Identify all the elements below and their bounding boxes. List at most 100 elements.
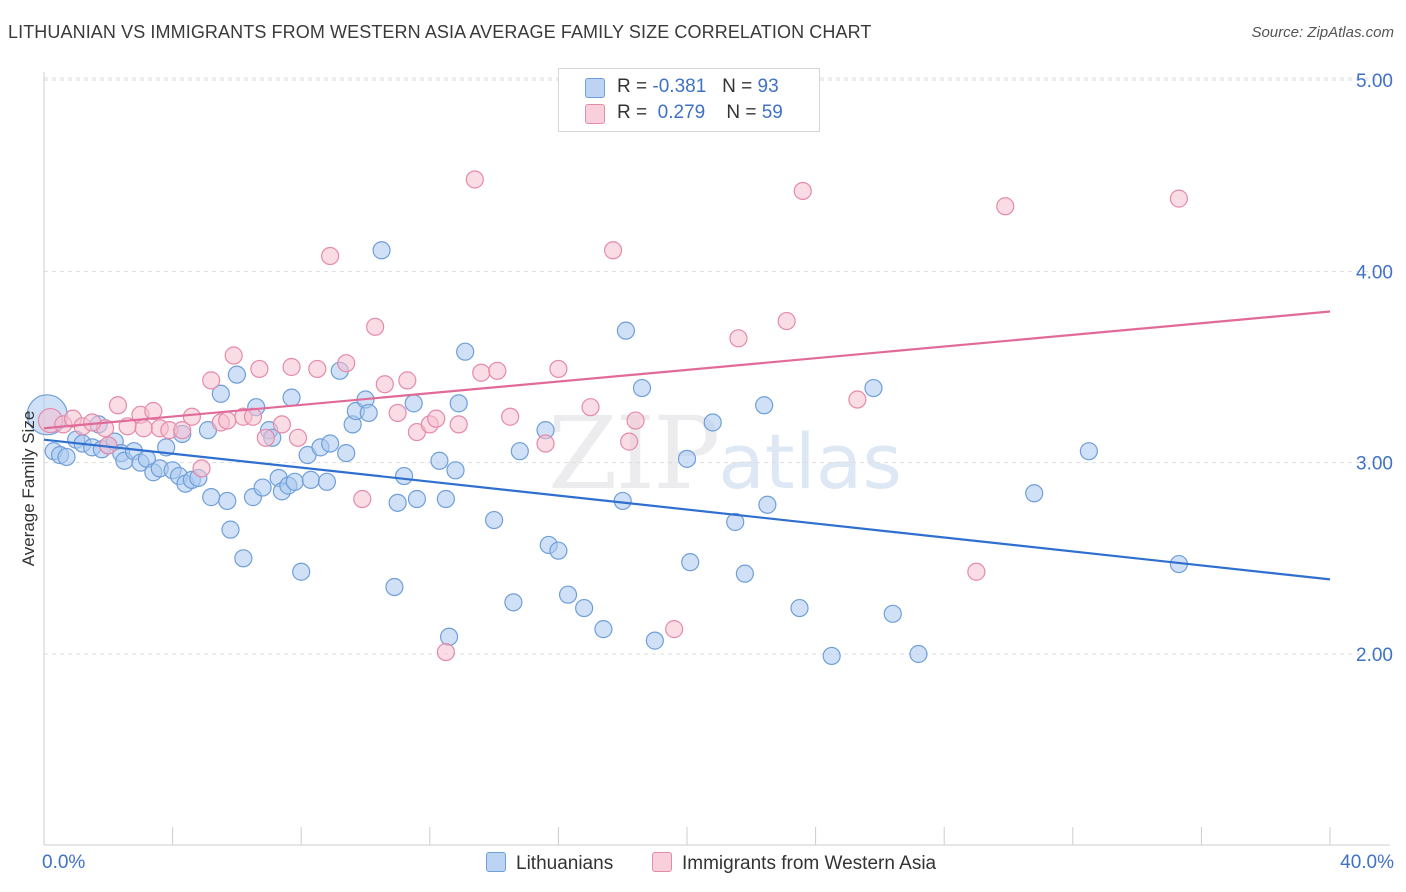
tick-labels: 2.00 3.00 4.00 5.00 0.0% 40.0% Average Family … [19, 71, 1394, 873]
point-lithuanian [758, 495, 777, 514]
point-western-asia [603, 241, 623, 260]
series-lithuanians [26, 241, 1188, 666]
point-lithuanian [456, 342, 475, 361]
point-lithuanian [883, 604, 902, 623]
point-western-asia [488, 361, 507, 380]
point-western-asia [388, 403, 407, 423]
point-western-asia [549, 359, 568, 379]
point-western-asia [108, 396, 128, 415]
legend-text: R = -0.381 N = 93 [617, 76, 779, 97]
point-western-asia [793, 181, 812, 201]
point-western-asia [501, 407, 520, 426]
point-lithuanian [1025, 484, 1044, 503]
x-tick-label: 0.0% [42, 852, 85, 873]
point-western-asia [366, 317, 385, 336]
point-lithuanian [485, 510, 504, 530]
point-western-asia [436, 642, 455, 662]
correlation-legend: R = -0.381 N = 93 R = 0.279 N = 59 [558, 68, 820, 132]
point-western-asia [256, 428, 275, 447]
point-lithuanian [575, 598, 594, 618]
point-western-asia [218, 411, 237, 430]
bottom-legend-label: Immigrants from Western Asia [682, 853, 937, 874]
point-lithuanian [677, 449, 697, 468]
point-lithuanian [317, 472, 337, 491]
point-lithuanian [321, 434, 340, 453]
point-western-asia [626, 411, 645, 430]
legend-n-value: 93 [757, 76, 779, 97]
point-lithuanian [404, 394, 423, 413]
point-lithuanian [285, 472, 304, 491]
point-lithuanian [449, 394, 468, 413]
trendline-lithuanians [43, 438, 1331, 581]
point-western-asia [134, 419, 153, 438]
point-lithuanian [864, 378, 883, 398]
bottom-legend-label: Lithuanians [516, 853, 614, 874]
point-lithuanian [681, 553, 700, 572]
y-tick-label: 3.00 [1356, 454, 1393, 475]
point-western-asia [581, 398, 600, 417]
point-lithuanian [430, 451, 449, 470]
legend-text: R = 0.279 N = 59 [617, 102, 783, 123]
point-lithuanian [372, 241, 391, 260]
point-western-asia [144, 401, 163, 421]
point-lithuanian [253, 478, 272, 497]
point-western-asia [337, 354, 356, 373]
point-lithuanian [234, 549, 253, 568]
point-western-asia [472, 363, 491, 382]
point-lithuanian [790, 598, 809, 618]
point-lithuanian [301, 470, 320, 489]
point-lithuanian [221, 520, 240, 539]
legend-r-value: -0.381 [652, 76, 707, 97]
x-tick-label: 40.0% [1340, 852, 1394, 873]
point-lithuanian [726, 512, 745, 532]
point-lithuanian [218, 491, 237, 511]
point-western-asia [996, 197, 1015, 216]
point-western-asia [308, 359, 327, 379]
legend-swatch-pink [585, 104, 605, 124]
point-western-asia [282, 357, 301, 377]
y-axis-label: Average Family Size [19, 411, 38, 567]
bottom-legend-swatch-pink [652, 852, 672, 872]
point-lithuanian [394, 466, 414, 486]
point-western-asia [777, 311, 796, 331]
point-western-asia [375, 375, 394, 394]
point-western-asia [224, 346, 243, 365]
point-lithuanian [703, 413, 722, 432]
chart-title: LITHUANIAN VS IMMIGRANTS FROM WESTERN AS… [8, 22, 872, 42]
y-tick-label: 2.00 [1356, 645, 1393, 666]
legend-swatch-blue [585, 78, 605, 98]
trendline-western-asia [43, 310, 1331, 430]
bottom-legend-swatch-blue [486, 852, 506, 872]
point-lithuanian [735, 564, 754, 583]
point-lithuanian [755, 396, 774, 415]
point-western-asia [465, 170, 484, 189]
point-western-asia [250, 359, 269, 379]
point-western-asia [848, 390, 867, 409]
point-lithuanian [57, 447, 76, 467]
point-lithuanian [616, 321, 636, 340]
point-lithuanian [822, 646, 841, 666]
point-lithuanian [504, 593, 523, 612]
point-lithuanian [1079, 442, 1098, 461]
point-lithuanian [645, 631, 664, 650]
point-western-asia [729, 329, 748, 348]
point-western-asia [427, 409, 446, 428]
point-western-asia [192, 459, 211, 478]
point-western-asia [620, 432, 639, 451]
axes [43, 72, 1390, 846]
point-lithuanian [211, 384, 230, 403]
y-tick-label: 4.00 [1356, 262, 1393, 283]
point-lithuanian [510, 442, 529, 461]
point-lithuanian [337, 444, 356, 463]
legend-r-value: 0.279 [657, 102, 706, 123]
point-western-asia [449, 415, 468, 434]
y-tick-label: 5.00 [1356, 71, 1393, 92]
point-western-asia [272, 415, 292, 434]
point-western-asia [173, 421, 192, 440]
gridlines [44, 77, 1390, 655]
point-lithuanian [439, 627, 459, 646]
point-western-asia [536, 434, 555, 453]
point-lithuanian [632, 378, 652, 398]
series-western-asia [37, 170, 1188, 662]
